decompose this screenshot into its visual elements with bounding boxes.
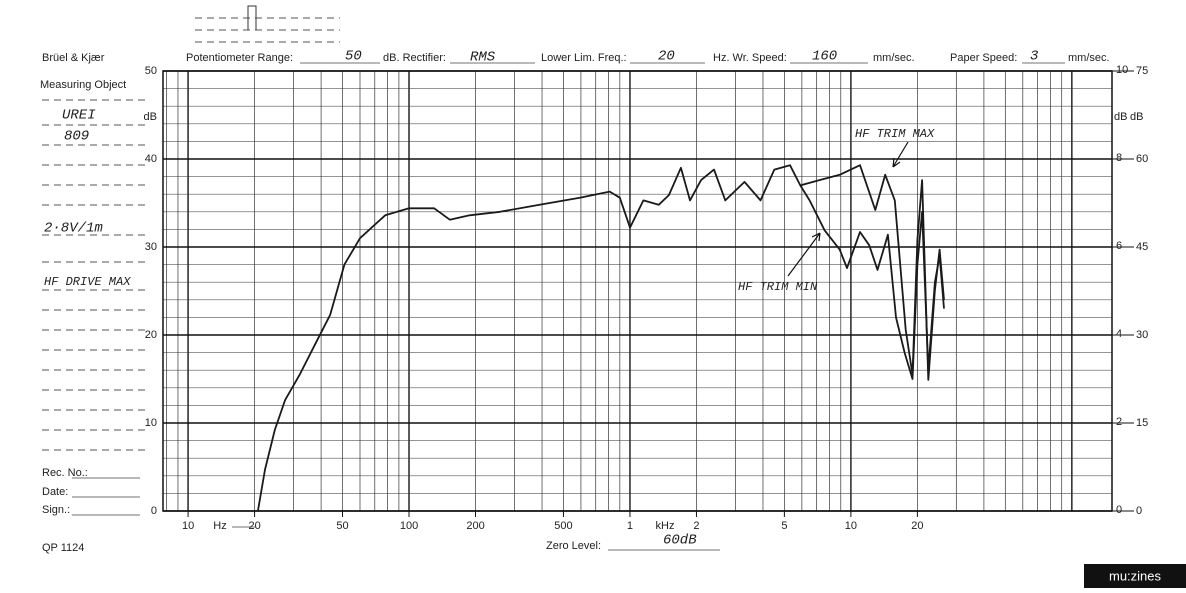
field-label: Potentiometer Range: <box>186 52 293 64</box>
plot-frame <box>162 70 1113 512</box>
y2-tick-label: 4 <box>1116 328 1122 340</box>
response-curve <box>799 184 945 380</box>
y-tick-label: 40 <box>145 153 157 165</box>
y3-tick-label: 15 <box>1136 417 1148 429</box>
handwritten-value: 20 <box>658 49 675 65</box>
y3-tick-label: 60 <box>1136 153 1148 165</box>
form-lines <box>42 5 1065 551</box>
y3-tick-label: 75 <box>1136 65 1148 77</box>
brand: Brüel & Kjær <box>42 52 105 64</box>
handwritten-value: 3 <box>1030 49 1038 65</box>
handwritten-value: 160 <box>812 49 837 65</box>
x-tick-label: 500 <box>554 520 572 532</box>
y-tick-label: 20 <box>145 329 157 341</box>
field-label: Measuring Object <box>40 79 126 91</box>
y-tick-label: 50 <box>145 65 157 77</box>
y2-tick-label: 10 <box>1116 64 1128 76</box>
y3-axis-label: dB <box>1130 111 1143 123</box>
x-tick-label: 20 <box>248 520 260 532</box>
x-unit: kHz <box>656 520 675 532</box>
response-curve <box>257 164 945 512</box>
x-tick-label: 5 <box>781 520 787 532</box>
field-label: mm/sec. <box>1068 52 1110 64</box>
field-label: mm/sec. <box>873 52 915 64</box>
field-label: Zero Level: <box>546 540 601 552</box>
y-axis-label: dB <box>144 111 157 123</box>
field-label: Paper Speed: <box>950 52 1017 64</box>
x-tick-label: 20 <box>911 520 923 532</box>
x-tick-label: 10 <box>182 520 194 532</box>
y2-axis-label: dB <box>1114 111 1127 123</box>
handwritten-value: 809 <box>64 129 89 145</box>
field-label: Date: <box>42 486 68 498</box>
field-label: Lower Lim. Freq.: <box>541 52 627 64</box>
handwritten-value: 50 <box>345 49 362 65</box>
y3-tick-label: 30 <box>1136 329 1148 341</box>
y2-tick-label: 6 <box>1116 240 1122 252</box>
logo-box <box>1084 564 1186 588</box>
handwritten-value: HF DRIVE MAX <box>44 275 131 289</box>
x-tick-label: 2 <box>693 520 699 532</box>
annotation: HF TRIM MAX <box>855 127 935 141</box>
annotation: HF TRIM MIN <box>738 280 818 294</box>
y2-tick-label: 8 <box>1116 152 1122 164</box>
y-tick-label: 30 <box>145 241 157 253</box>
field-label: Rec. No.: <box>42 467 88 479</box>
field-label: Sign.: <box>42 504 70 516</box>
y2-tick-label: 2 <box>1116 416 1122 428</box>
x-tick-label: 100 <box>400 520 418 532</box>
x-tick-label: 200 <box>466 520 484 532</box>
x-tick-label: 10 <box>845 520 857 532</box>
annotation-arrow <box>892 141 909 168</box>
field-label: Hz. Wr. Speed: <box>713 52 787 64</box>
y3-tick-label: 0 <box>1136 505 1142 517</box>
x-tick-label: 1 <box>627 520 633 532</box>
handwritten-value: RMS <box>470 50 496 66</box>
y2-tick-label: 0 <box>1116 504 1122 516</box>
handwritten-value: 60dB <box>663 533 697 549</box>
y3-tick-label: 45 <box>1136 241 1148 253</box>
form-code: QP 1124 <box>42 542 84 554</box>
y-tick-label: 10 <box>145 417 157 429</box>
x-tick-label: 50 <box>336 520 348 532</box>
field-label: dB. Rectifier: <box>383 52 446 64</box>
handwritten-value: UREI <box>62 108 96 124</box>
handwritten-value: 2·8V/1m <box>44 221 103 237</box>
x-unit: Hz <box>213 520 226 532</box>
y-tick-label: 0 <box>151 505 157 517</box>
logo: mu:zines <box>1109 568 1162 583</box>
annotation-arrow <box>787 232 821 277</box>
